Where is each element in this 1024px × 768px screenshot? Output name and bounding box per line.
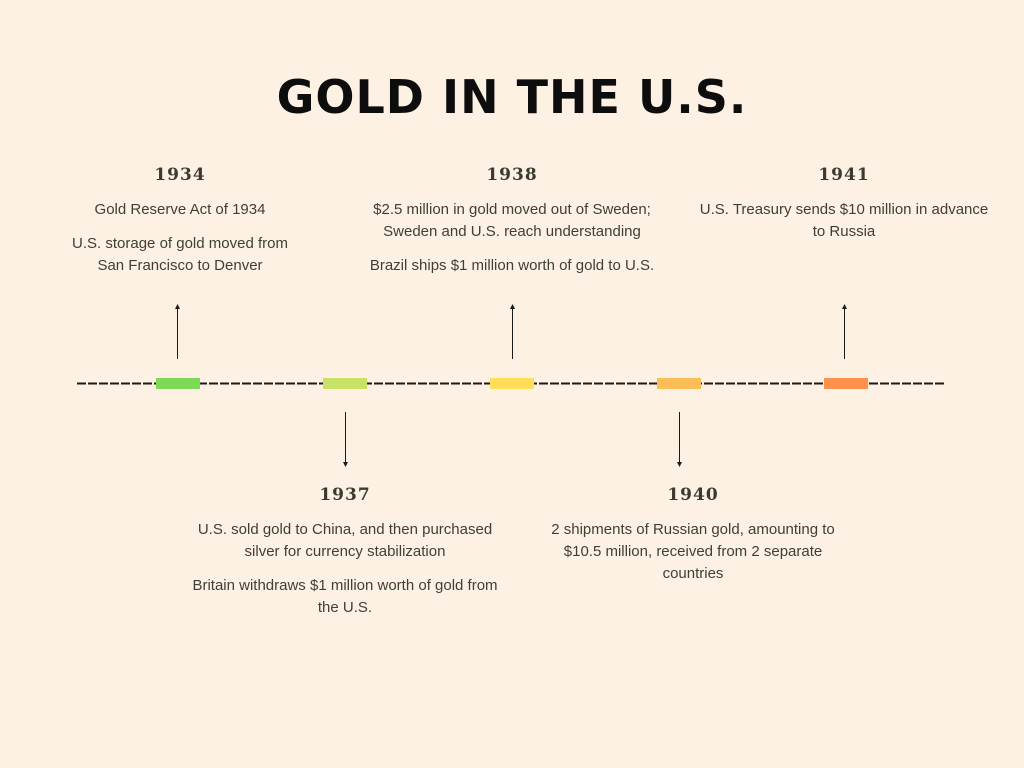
event-description: U.S. sold gold to China, and then purcha… [197,521,493,560]
event-description: Britain withdraws $1 million worth of go… [192,577,498,616]
event-1937: 1937 U.S. sold gold to China, and then p… [190,485,500,631]
event-description: $2.5 million in gold moved out of Sweden… [373,201,651,240]
arrow-1940 [677,412,682,467]
marker-1940 [657,378,701,389]
event-description: Brazil ships $1 million worth of gold to… [369,257,655,274]
event-year: 1937 [319,485,371,505]
page-title: GOLD IN THE U.S. [276,70,748,124]
event-description: Gold Reserve Act of 1934 [94,201,266,218]
event-1940: 1940 2 shipments of Russian gold, amount… [540,485,846,597]
arrow-1937 [343,412,348,467]
event-description: U.S. Treasury sends $10 million in advan… [699,201,989,240]
event-1941: 1941 U.S. Treasury sends $10 million in … [692,165,996,255]
marker-1934 [156,378,200,389]
event-1938: 1938 $2.5 million in gold moved out of S… [357,165,667,289]
marker-1937 [323,378,367,389]
event-year: 1941 [818,165,870,185]
event-year: 1938 [486,165,538,185]
event-year: 1934 [154,165,206,185]
arrow-1938 [510,304,515,359]
marker-1938 [490,378,534,389]
event-1934: 1934 Gold Reserve Act of 1934 U.S. stora… [70,165,290,289]
arrow-1934 [175,304,180,359]
arrow-1941 [842,304,847,359]
event-description: U.S. storage of gold moved from San Fran… [72,235,288,274]
marker-1941 [824,378,868,389]
event-description: 2 shipments of Russian gold, amounting t… [551,521,835,582]
event-year: 1940 [667,485,719,505]
